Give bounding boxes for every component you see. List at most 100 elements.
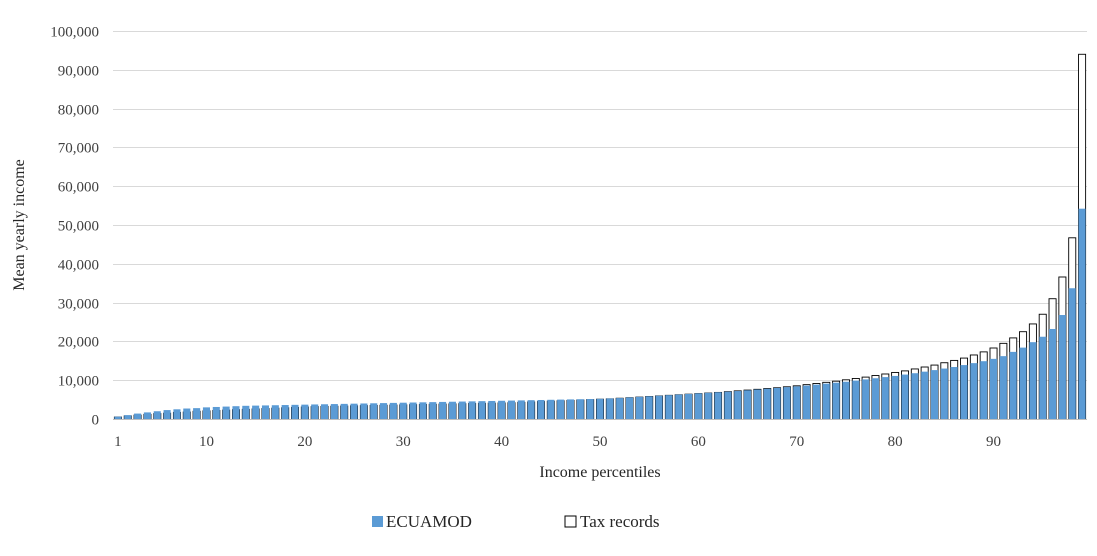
x-axis-title: Income percentiles: [539, 464, 660, 481]
x-tick-label: 90: [986, 434, 1001, 450]
ecuamod-bar: [1049, 328, 1057, 419]
ecuamod-bar: [330, 404, 338, 419]
y-tick-label: 10,000: [58, 374, 99, 390]
legend: ECUAMOD Tax records: [372, 512, 660, 531]
x-tick-label: 50: [593, 434, 608, 450]
ecuamod-bar: [1058, 315, 1066, 419]
ecuamod-bar: [812, 384, 820, 419]
x-tick-label: 30: [396, 434, 411, 450]
ecuamod-bar: [832, 382, 840, 419]
ecuamod-bar: [173, 409, 181, 419]
ecuamod-bar: [527, 400, 535, 419]
x-tick-label: 80: [888, 434, 903, 450]
ecuamod-bar: [114, 416, 122, 419]
ecuamod-bar: [547, 399, 555, 419]
ecuamod-bar: [970, 363, 978, 419]
ecuamod-bar: [1019, 347, 1027, 419]
gridlines: [113, 31, 1087, 381]
ecuamod-bar: [448, 401, 456, 419]
ecuamod-bar: [773, 387, 781, 419]
ecuamod-bar: [360, 403, 368, 419]
ecuamod-bar: [320, 404, 329, 419]
ecuamod-bar: [753, 389, 761, 419]
ecuamod-bar: [596, 398, 604, 419]
ecuamod-bar: [488, 400, 496, 419]
x-tick-label: 20: [297, 434, 312, 450]
ecuamod-bar: [665, 395, 673, 419]
ecuamod-bar: [901, 374, 909, 419]
x-tick-label: 1: [114, 434, 122, 450]
ecuamod-bar: [566, 399, 575, 419]
ecuamod-bar: [704, 392, 712, 419]
ecuamod-bar: [350, 403, 358, 419]
ecuamod-bar: [980, 361, 988, 419]
y-tick-label: 60,000: [58, 180, 99, 196]
ecuamod-bar: [645, 396, 653, 419]
ecuamod-bar: [911, 373, 919, 419]
x-axis-tick-labels: 1 10 20 30 40 50 60 70 80 90: [114, 434, 1001, 450]
ecuamod-bar: [1039, 336, 1047, 419]
ecuamod-bar: [439, 401, 447, 419]
ecuamod-bar: [921, 371, 929, 419]
ecuamod-bar: [822, 383, 830, 419]
ecuamod-bar: [429, 402, 437, 419]
ecuamod-bar: [940, 368, 948, 419]
ecuamod-bar: [891, 375, 899, 419]
ecuamod-bar: [252, 405, 260, 419]
legend-swatch-ecuamod: [372, 516, 383, 527]
legend-label-tax-records: Tax records: [580, 512, 660, 531]
tax-records-series: [113, 53, 1087, 420]
y-tick-label: 20,000: [58, 335, 99, 351]
ecuamod-bar: [380, 403, 388, 419]
x-tick-label: 70: [789, 434, 804, 450]
ecuamod-bar: [1029, 342, 1037, 419]
legend-swatch-tax-records: [564, 515, 577, 528]
ecuamod-bar: [625, 397, 634, 419]
ecuamod-series: [114, 208, 1086, 419]
ecuamod-bar: [606, 398, 614, 419]
ecuamod-bar: [311, 404, 319, 419]
ecuamod-bar: [783, 387, 791, 419]
ecuamod-bar: [163, 410, 171, 419]
ecuamod-bar: [281, 405, 289, 419]
ecuamod-bar: [271, 405, 279, 419]
y-tick-label: 80,000: [58, 103, 99, 119]
ecuamod-bar: [143, 412, 151, 419]
ecuamod-bar: [124, 415, 132, 419]
ecuamod-bar: [193, 408, 201, 419]
ecuamod-bar: [222, 406, 230, 419]
ecuamod-bar: [714, 392, 722, 419]
ecuamod-bar: [803, 385, 811, 419]
ecuamod-bar: [134, 413, 142, 419]
y-axis-title: Mean yearly income: [11, 159, 28, 291]
ecuamod-bar: [744, 390, 752, 419]
ecuamod-bar: [734, 391, 742, 419]
ecuamod-bar: [183, 408, 191, 419]
ecuamod-bar: [478, 401, 486, 419]
y-tick-label: 0: [92, 413, 100, 429]
y-tick-label: 100,000: [50, 25, 99, 41]
ecuamod-bar: [655, 395, 663, 419]
y-tick-label: 90,000: [58, 64, 99, 80]
ecuamod-bar: [881, 377, 889, 419]
ecuamod-bar: [576, 399, 584, 419]
ecuamod-bar: [291, 404, 299, 419]
x-tick-label: 40: [494, 434, 509, 450]
ecuamod-bar: [930, 370, 939, 419]
ecuamod-bar: [212, 406, 220, 419]
ecuamod-bar: [862, 379, 870, 419]
ecuamod-bar: [389, 402, 397, 419]
ecuamod-bar: [468, 401, 476, 419]
ecuamod-bar: [763, 388, 771, 419]
ecuamod-bar: [507, 400, 515, 419]
ecuamod-bar: [517, 400, 525, 419]
ecuamod-bar: [871, 378, 880, 419]
ecuamod-bar: [498, 400, 506, 419]
ecuamod-bar: [242, 405, 250, 419]
x-tick-label: 60: [691, 434, 706, 450]
ecuamod-bar: [1068, 288, 1076, 419]
ecuamod-bar: [232, 406, 240, 419]
ecuamod-bar: [419, 402, 427, 419]
ecuamod-bar: [989, 358, 998, 419]
ecuamod-bar: [852, 380, 860, 419]
